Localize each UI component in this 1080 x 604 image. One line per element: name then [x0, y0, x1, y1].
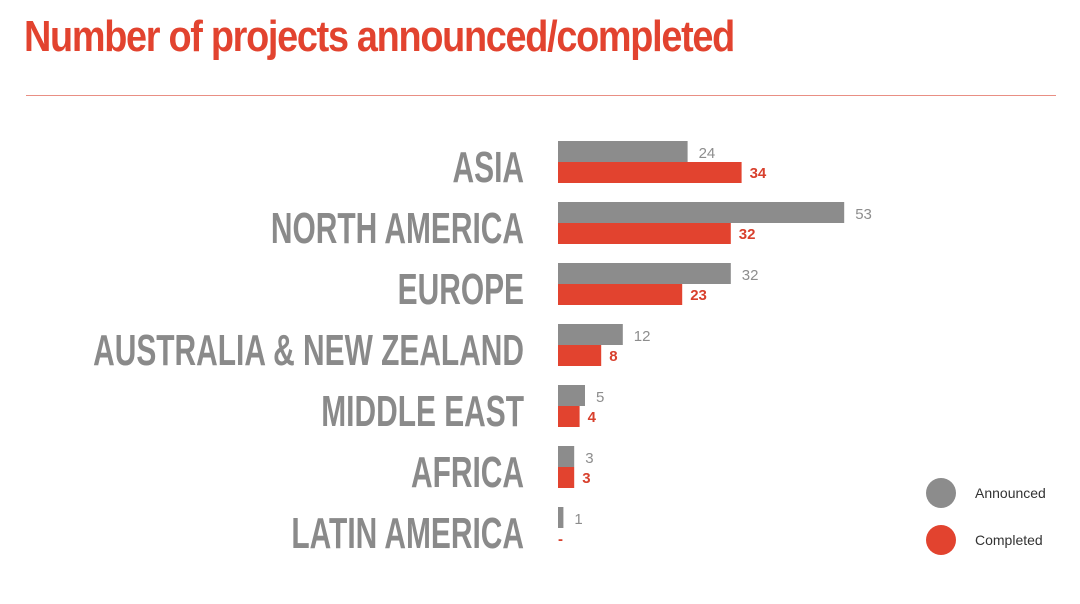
title-divider — [26, 95, 1056, 96]
legend-item-completed: Completed — [926, 525, 1043, 555]
bar-announced-australia-and-new-zealand — [558, 324, 623, 345]
category-label-asia: ASIA — [453, 142, 524, 191]
bar-announced-europe — [558, 263, 731, 284]
value-label-completed-north-america: 32 — [739, 226, 756, 243]
bar-completed-north-america — [558, 223, 731, 244]
value-label-announced-latin-america: 1 — [574, 511, 582, 528]
value-label-completed-asia: 34 — [750, 165, 767, 182]
value-label-announced-africa: 3 — [585, 450, 593, 467]
legend-item-announced: Announced — [926, 478, 1046, 508]
bar-announced-asia — [558, 141, 688, 162]
bars — [558, 141, 845, 528]
bar-completed-asia — [558, 162, 742, 183]
legend-label-announced: Announced — [975, 485, 1046, 501]
category-label-australia-and-new-zealand: AUSTRALIA & NEW ZEALAND — [93, 325, 524, 374]
category-labels: ASIA NORTH AMERICA EUROPE AUSTRALIA & NEW Z… — [93, 142, 524, 557]
bar-completed-middle-east — [558, 406, 580, 427]
bar-completed-africa — [558, 467, 575, 488]
bar-announced-north-america — [558, 202, 845, 223]
bar-completed-europe — [558, 284, 683, 305]
value-label-announced-north-america: 53 — [855, 206, 872, 223]
value-label-completed-middle-east: 4 — [588, 409, 597, 426]
value-label-completed-latin-america: - — [558, 531, 563, 548]
value-label-completed-africa: 3 — [582, 470, 590, 487]
chart-title: Number of projects announced/completed — [24, 12, 735, 61]
completed-swatch-icon — [926, 525, 956, 555]
bar-announced-latin-america — [558, 507, 564, 528]
bar-announced-middle-east — [558, 385, 585, 406]
legend-label-completed: Completed — [975, 532, 1043, 548]
bar-announced-africa — [558, 446, 575, 467]
value-label-announced-asia: 24 — [699, 145, 716, 162]
category-label-north-america: NORTH AMERICA — [271, 203, 524, 252]
category-label-europe: EUROPE — [398, 264, 524, 313]
category-label-middle-east: MIDDLE EAST — [321, 386, 524, 435]
value-label-announced-middle-east: 5 — [596, 389, 604, 406]
bar-completed-australia-and-new-zealand — [558, 345, 602, 366]
category-label-latin-america: LATIN AMERICA — [291, 508, 524, 557]
value-label-announced-australia-and-new-zealand: 12 — [634, 328, 651, 345]
announced-swatch-icon — [926, 478, 956, 508]
value-labels: 24 34 53 32 32 23 12 8 5 4 3 3 1- — [558, 145, 872, 548]
value-label-announced-europe: 32 — [742, 267, 759, 284]
value-label-completed-australia-and-new-zealand: 8 — [609, 348, 617, 365]
value-label-completed-europe: 23 — [690, 287, 707, 304]
category-label-africa: AFRICA — [411, 447, 524, 496]
